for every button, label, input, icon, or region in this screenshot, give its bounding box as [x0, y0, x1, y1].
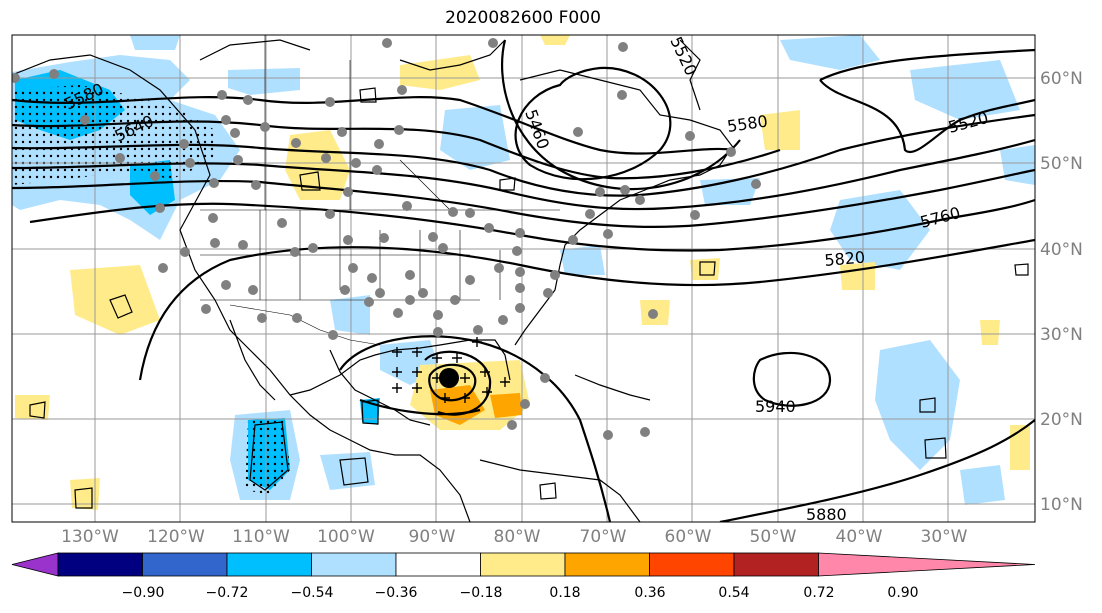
stipple-pattern [12, 85, 290, 495]
lat-label: 20°N [1040, 410, 1083, 430]
contour-label-10: 5880 [806, 505, 847, 524]
lat-label: 40°N [1040, 240, 1083, 260]
lon-label: 100°W [317, 527, 375, 547]
cb-tick: 0.36 [634, 585, 665, 601]
colorbar-segment [818, 552, 1036, 577]
colorbar-segment [649, 552, 735, 577]
latitude-labels: 60°N 50°N 40°N 30°N 20°N 10°N [1040, 69, 1083, 515]
colorbar-segment [11, 552, 59, 577]
lon-label: 80°W [494, 527, 541, 547]
colorbar-segment [311, 552, 397, 577]
significance-markers [392, 337, 510, 403]
colorbar-segment [142, 552, 228, 577]
contour-label-8: 5820 [824, 248, 866, 270]
lon-label: 90°W [409, 527, 456, 547]
height-contours [12, 39, 1035, 522]
colorbar [11, 552, 1036, 577]
colorbar-segment [395, 552, 481, 577]
lat-label: 30°N [1040, 325, 1083, 345]
lon-label: 70°W [580, 527, 627, 547]
cb-tick: −0.54 [291, 585, 334, 601]
cb-tick: 0.54 [718, 585, 749, 601]
longitude-labels: 130°W 120°W 110°W 100°W 90°W 80°W 70°W 6… [61, 527, 968, 547]
colorbar-segment [564, 552, 650, 577]
observation-points [12, 38, 761, 440]
colorbar-segment [480, 552, 566, 577]
cb-tick: −0.36 [375, 585, 418, 601]
lat-label: 10°N [1040, 495, 1083, 515]
storm-center-marker [439, 368, 459, 388]
colorbar-segment [733, 552, 819, 577]
lon-label: 60°W [665, 527, 712, 547]
lon-label: 30°W [921, 527, 968, 547]
cb-tick: 0.18 [549, 585, 580, 601]
cb-tick: 0.90 [887, 585, 918, 601]
colorbar-ticks: −0.90 −0.72 −0.54 −0.36 −0.18 0.18 0.36 … [122, 585, 919, 601]
lon-label: 110°W [232, 527, 290, 547]
cb-tick: 0.72 [803, 585, 834, 601]
lat-label: 60°N [1040, 69, 1083, 89]
colorbar-segment [226, 552, 312, 577]
contour-label-9: 5940 [755, 397, 796, 416]
lat-label: 50°N [1040, 154, 1083, 174]
lon-label: 40°W [836, 527, 883, 547]
colorbar-segment [57, 552, 143, 577]
lon-label: 50°W [750, 527, 797, 547]
small-contours [29, 87, 1029, 509]
cb-tick: −0.90 [122, 585, 165, 601]
map-title: 2020082600 F000 [445, 8, 601, 28]
cb-tick: −0.72 [206, 585, 249, 601]
cb-tick: −0.18 [460, 585, 503, 601]
lon-label: 130°W [61, 527, 119, 547]
lon-label: 120°W [147, 527, 205, 547]
map-frame [11, 34, 1036, 523]
